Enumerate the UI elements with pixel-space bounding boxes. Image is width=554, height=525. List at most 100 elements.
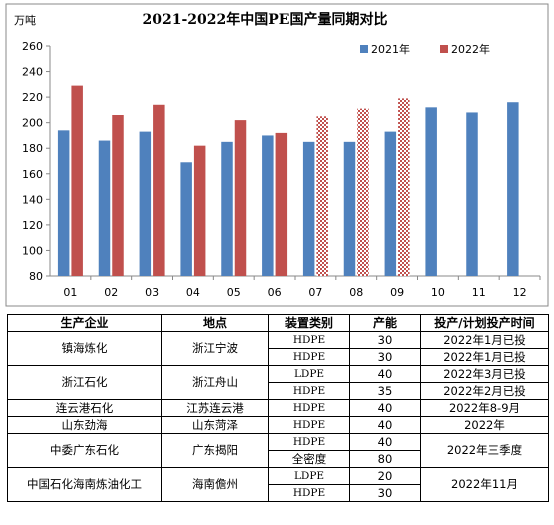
bar-chart: 2021-2022年中国PE国产量同期对比 万吨 80 100 120 140 160 1… [5,3,549,307]
capacity-cell: 40 [349,399,421,417]
x-tick-label: 11 [472,286,486,299]
type-cell: HDPE [268,484,350,502]
x-tick-label: 09 [390,286,404,299]
table-row: 连云港石化 江苏连云港 HDPE 40 2022年8-9月 [7,399,549,417]
type-cell: HDPE [268,433,350,451]
capacity-cell: 40 [349,416,421,434]
bar-2021-10 [425,107,437,276]
bar-2021-03 [139,131,152,276]
time-cell: 2022年1月已投 [420,348,549,366]
table-row: 中国石化海南炼油化工 海南儋州 LDPE 20 2022年11月 [7,467,549,502]
bar-2021-04 [180,162,192,276]
bar-2022-03 [153,104,165,277]
type-cell: LDPE [268,365,350,383]
type-cell: 全密度 [268,450,350,468]
table-row: 山东劲海 山东菏泽 HDPE 40 2022年 [7,416,549,434]
type-cell: HDPE [268,348,350,366]
y-tick-label: 220 [22,91,43,104]
company-cell: 镇海炼化 [7,331,162,366]
time-cell: 2022年 [420,416,549,434]
bar-2021-11 [466,112,478,276]
bar-2021-08 [343,141,356,276]
time-cell: 2022年三季度 [420,433,549,468]
bar-2022-04 [193,145,206,276]
location-cell: 山东菏泽 [161,416,269,434]
bar-2022-01 [71,85,83,276]
y-tick-label: 80 [29,270,43,283]
x-tick-label: 05 [227,286,241,299]
chart-legend: 2021年 2022年 [360,42,490,56]
capacity-cell: 80 [349,450,421,468]
x-tick-label: 03 [145,286,159,299]
header-type: 装置类别 [268,314,350,332]
table-header-row: 生产企业 地点 装置类别 产能 投产/计划投产时间 [7,314,549,332]
type-cell: LDPE [268,467,350,485]
table-row: 中委广东石化 广东揭阳 HDPE 40 2022年三季度 [7,433,549,468]
time-cell: 2022年3月已投 [420,365,549,383]
capacity-cell: 30 [349,348,421,366]
bar-2022-06 [275,132,288,276]
location-cell: 广东揭阳 [161,433,269,468]
legend-swatch [360,45,368,53]
company-cell: 中委广东石化 [7,433,162,468]
y-tick-label: 260 [22,40,43,53]
type-cell: HDPE [268,331,350,349]
bar-2022-02 [112,115,124,276]
x-tick-label: 07 [308,286,322,299]
bar-2021-05 [221,141,233,276]
type-cell: HDPE [268,382,350,400]
x-tick-label: 06 [268,286,282,299]
company-cell: 山东劲海 [7,416,162,434]
bar-2021-02 [98,140,111,276]
location-cell: 海南儋州 [161,467,269,502]
table-row: 镇海炼化 浙江宁波 HDPE 30 2022年1月已投 [7,331,549,366]
bar-2021-07 [302,141,315,276]
bar-2022-07 [316,116,328,277]
time-cell: 2022年2月已投 [420,382,549,400]
x-tick-label: 02 [104,286,118,299]
capacity-cell: 20 [349,467,421,485]
time-cell: 2022年1月已投 [420,331,549,349]
table-row: 浙江石化 浙江舟山 LDPE 40 2022年3月已投 [7,365,549,400]
capacity-cell: 40 [349,365,421,383]
header-company: 生产企业 [7,314,162,332]
capacity-cell: 35 [349,382,421,400]
x-tick-label: 08 [349,286,363,299]
company-cell: 浙江石化 [7,365,162,400]
bar-2021-06 [262,135,274,276]
x-tick-label: 12 [513,286,527,299]
chart-area: 2021-2022年中国PE国产量同期对比 万吨 80 100 120 140 160 1… [5,3,549,307]
legend-label: 2021年 [371,42,410,56]
x-tick-label: 01 [63,286,77,299]
legend-label: 2022年 [451,42,490,56]
y-axis-label: 万吨 [14,14,36,27]
bar-2021-09 [384,131,397,276]
capacity-table: 生产企业 地点 装置类别 产能 投产/计划投产时间 镇海炼化 浙江宁波 HDPE… [7,314,549,502]
bar-2022-09 [398,98,410,276]
legend-swatch [440,45,448,53]
time-cell: 2022年11月 [420,467,549,502]
y-tick-label: 120 [22,219,43,232]
time-cell: 2022年8-9月 [420,399,549,417]
y-tick-label: 180 [22,142,43,155]
y-tick-label: 200 [22,117,43,130]
y-tick-label: 160 [22,168,43,181]
header-capacity: 产能 [349,314,421,332]
location-cell: 浙江宁波 [161,331,269,366]
type-cell: HDPE [268,416,350,434]
x-tick-label: 10 [431,286,445,299]
type-cell: HDPE [268,399,350,417]
y-tick-label: 100 [22,244,43,257]
location-cell: 江苏连云港 [161,399,269,417]
table-row: 全密度 80 [8,450,549,468]
company-cell: 连云港石化 [7,399,162,417]
chart-title: 2021-2022年中国PE国产量同期对比 [143,11,388,28]
location-cell: 浙江舟山 [161,365,269,400]
capacity-cell: 30 [349,331,421,349]
header-location: 地点 [161,314,269,332]
bar-2022-08 [357,108,369,276]
bar-2021-12 [507,102,519,276]
bar-2022-05 [234,120,247,276]
chart-frame [5,3,549,307]
table-row: HDPE 30 [8,484,549,502]
